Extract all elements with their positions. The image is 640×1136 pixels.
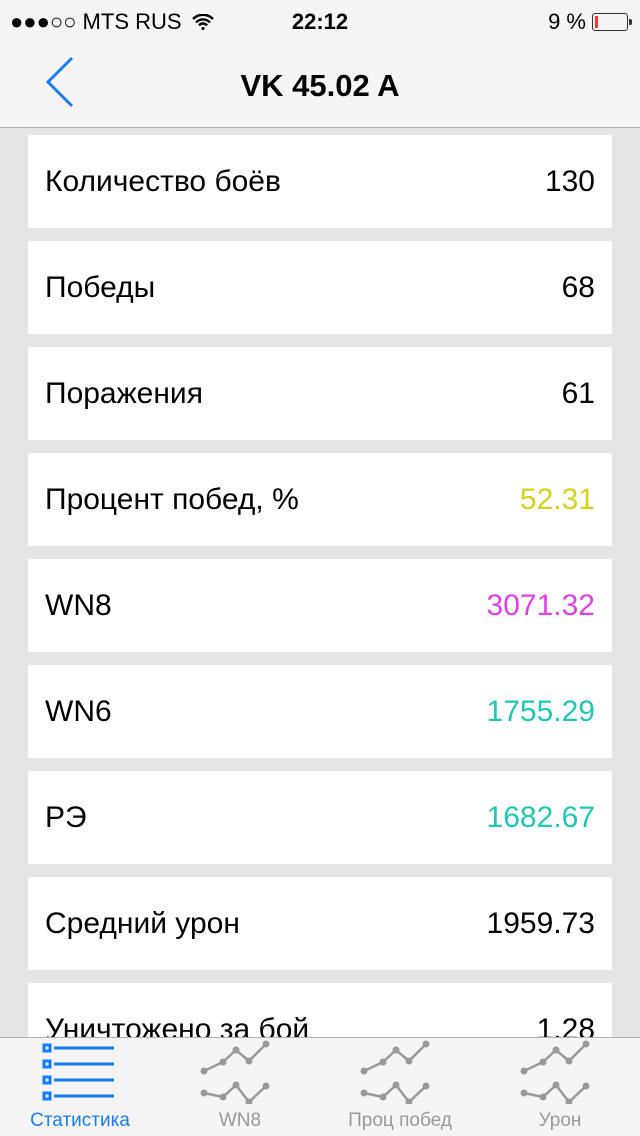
stat-row: Победы 68	[28, 241, 612, 334]
tab-statistics[interactable]: Статистика	[0, 1038, 160, 1136]
stat-value: 1755.29	[486, 694, 595, 728]
tab-bar: Статистика WN8 Проц побед Урон	[0, 1037, 640, 1136]
list-icon	[42, 1043, 114, 1101]
stat-row: Количество боёв 130	[28, 135, 612, 228]
stat-label: Поражения	[45, 376, 203, 410]
carrier: ●●●○○ MTS RUS	[10, 9, 214, 35]
tab-damage[interactable]: Урон	[480, 1038, 640, 1136]
back-button[interactable]	[38, 54, 88, 110]
tab-label: WN8	[218, 1110, 262, 1131]
battery-status: 9 %	[548, 9, 632, 35]
clock: 22:12	[291, 9, 349, 34]
stat-value: 1.28	[536, 1012, 595, 1038]
tab-label: Урон	[538, 1110, 582, 1131]
navigation-bar: VK 45.02 A	[0, 40, 640, 128]
stat-label: Количество боёв	[45, 164, 281, 198]
tab-label: Статистика	[30, 1110, 130, 1131]
stat-value: 1959.73	[486, 906, 595, 940]
stat-row: Процент побед, % 52.31	[28, 453, 612, 546]
stats-list[interactable]: Количество боёв 130 Победы 68 Поражения 61 Про…	[0, 129, 640, 1037]
battery-icon	[592, 13, 632, 31]
stat-value: 52.31	[519, 482, 595, 516]
stat-label: Процент побед, %	[45, 482, 299, 516]
tab-winrate[interactable]: Проц побед	[320, 1038, 480, 1136]
line-chart-icon	[200, 1040, 270, 1104]
stat-value: 1682.67	[486, 800, 595, 834]
stat-value: 61	[561, 376, 595, 410]
stat-label: Уничтожено за бой	[45, 1012, 310, 1038]
stat-value: 68	[561, 270, 595, 304]
stat-label: WN6	[45, 694, 112, 728]
stat-row: Уничтожено за бой 1.28	[28, 983, 612, 1037]
stat-row: WN6 1755.29	[28, 665, 612, 758]
wifi-icon	[191, 13, 214, 31]
stat-label: Средний урон	[45, 906, 240, 940]
line-chart-icon	[360, 1040, 430, 1104]
status-bar: ●●●○○ MTS RUS 22:12 9 %	[0, 0, 640, 40]
tab-label: Проц побед	[348, 1110, 452, 1131]
stat-label: WN8	[45, 588, 112, 622]
stat-row: Поражения 61	[28, 347, 612, 440]
stat-label: РЭ	[45, 800, 87, 834]
page-title: VK 45.02 A	[240, 68, 400, 103]
stat-row: РЭ 1682.67	[28, 771, 612, 864]
stat-row: WN8 3071.32	[28, 559, 612, 652]
stat-label: Победы	[45, 270, 156, 304]
tab-wn8[interactable]: WN8	[160, 1038, 320, 1136]
stat-value: 130	[544, 164, 595, 198]
stat-row: Средний урон 1959.73	[28, 877, 612, 970]
stat-value: 3071.32	[486, 588, 595, 622]
chevron-left-icon	[45, 56, 74, 108]
line-chart-icon	[520, 1040, 590, 1104]
